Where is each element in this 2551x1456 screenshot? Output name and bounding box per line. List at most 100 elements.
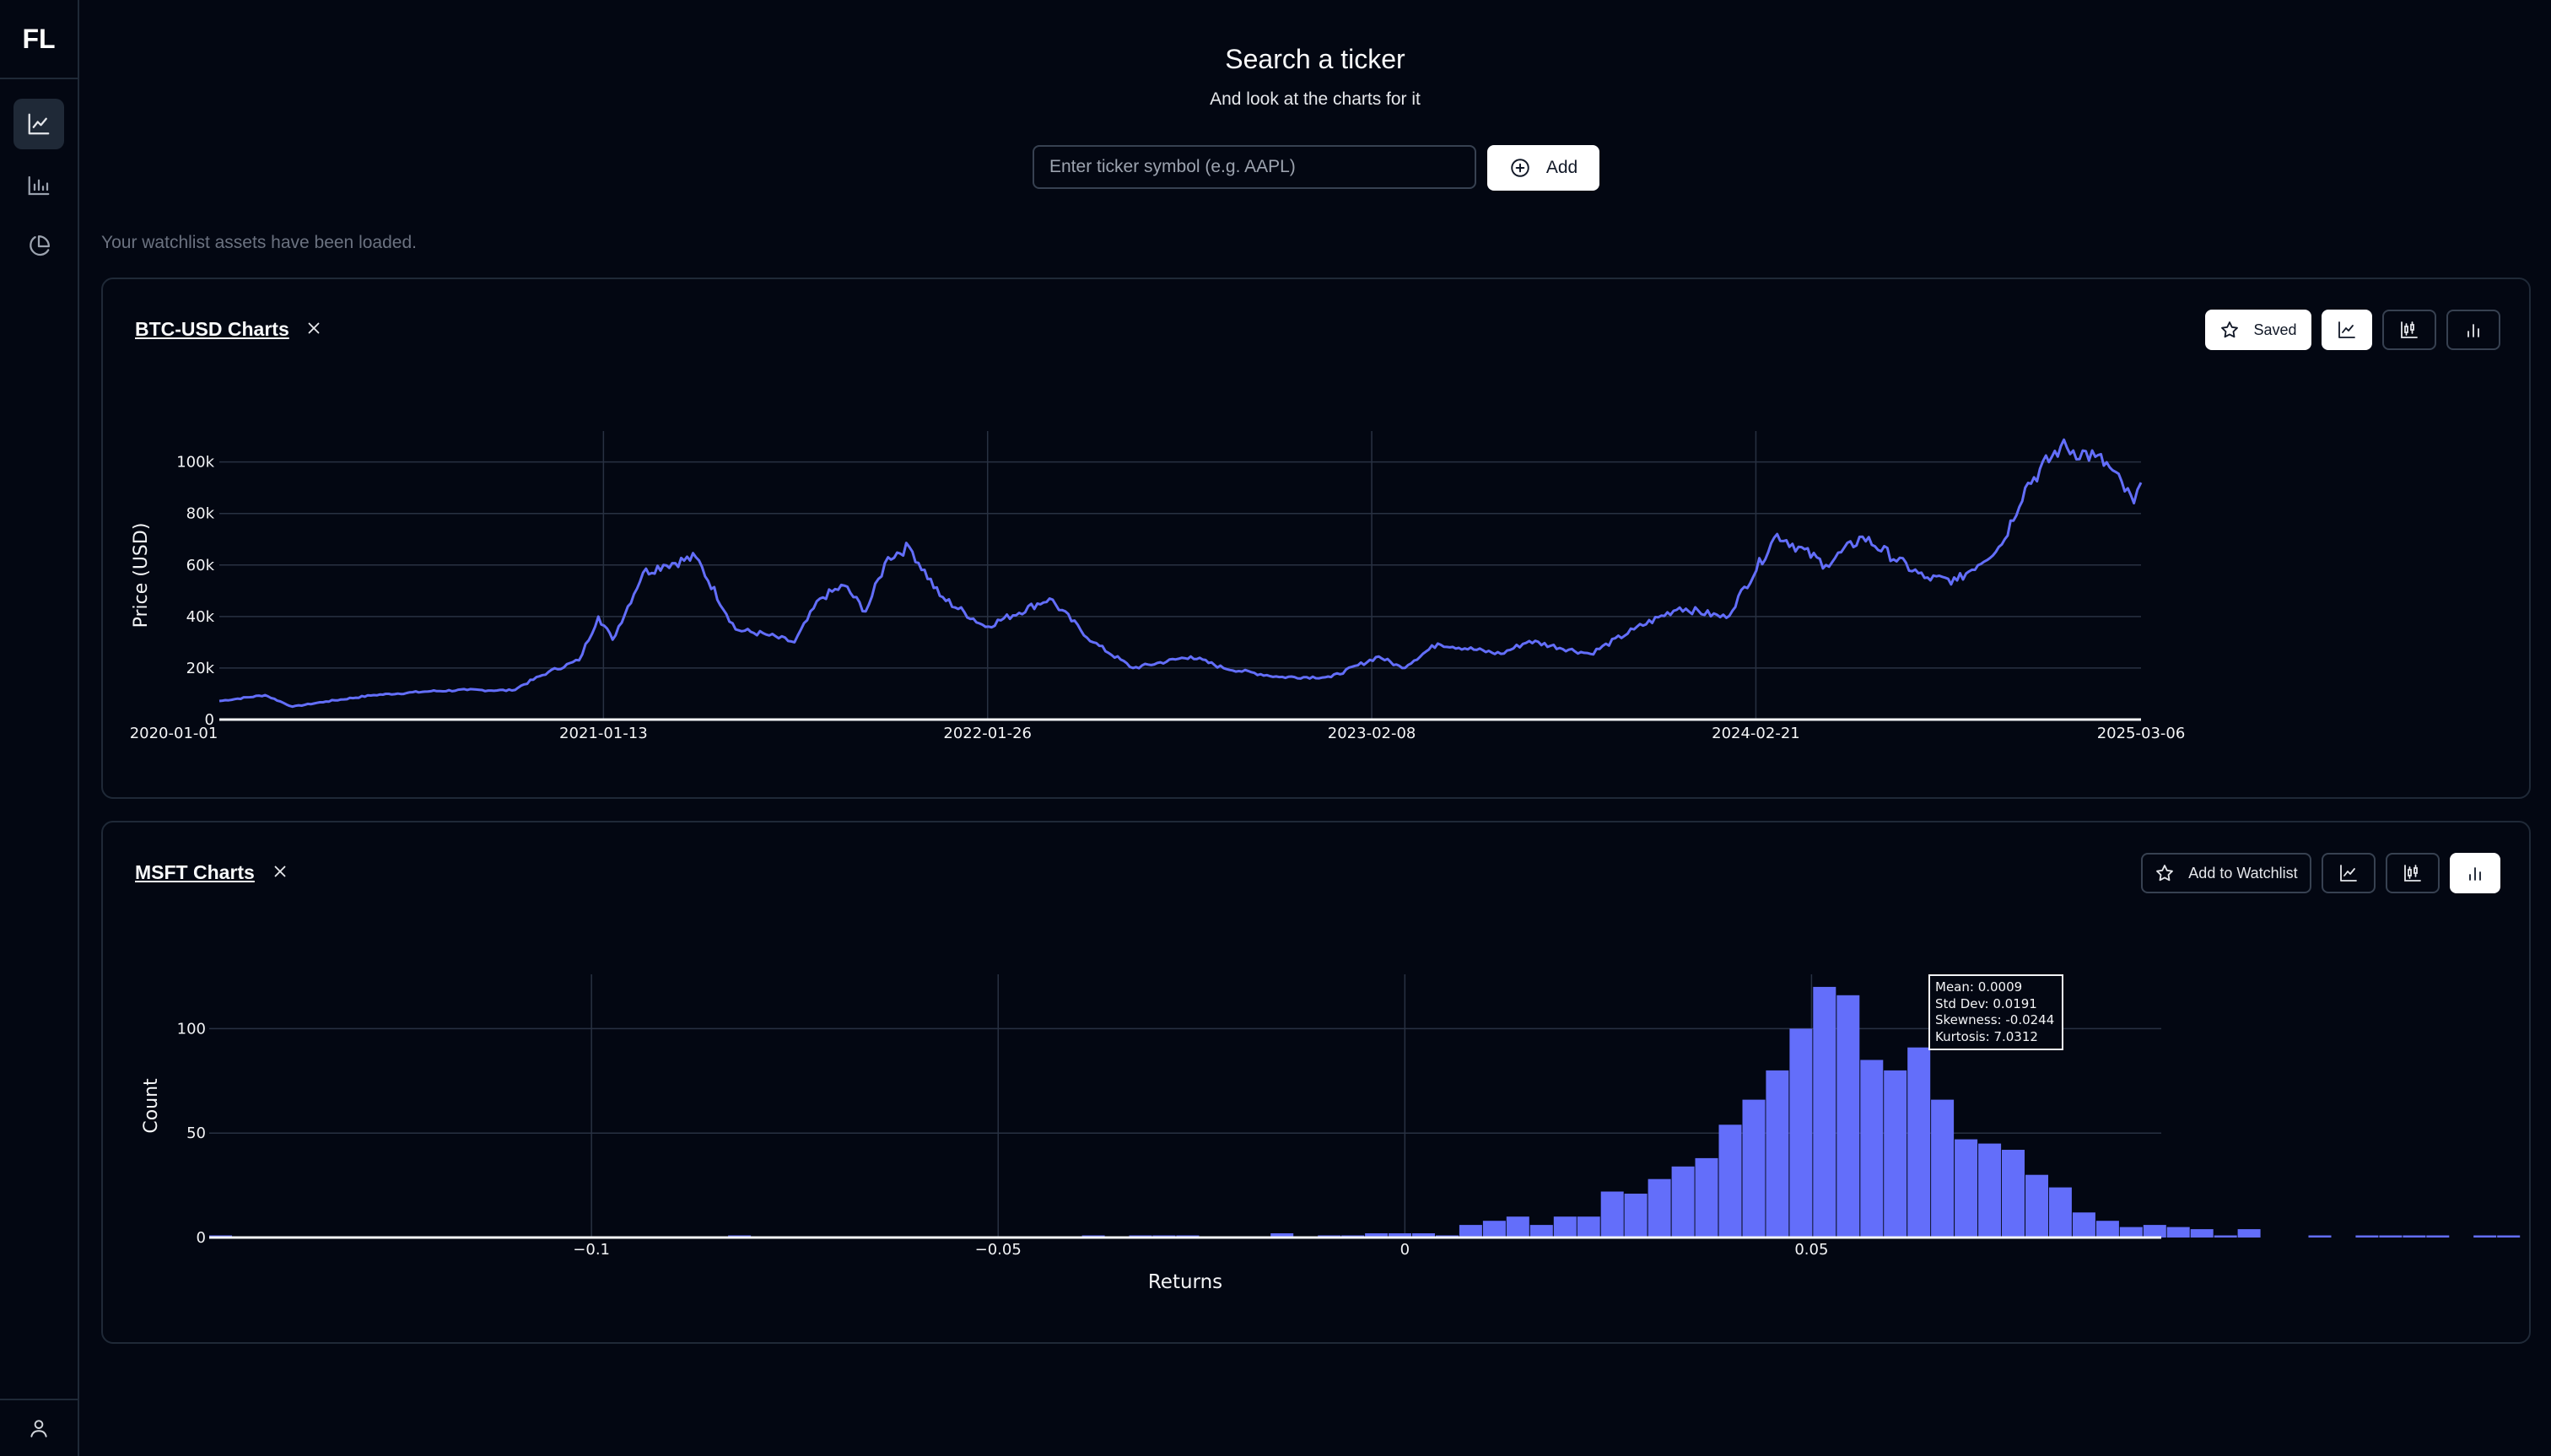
histogram-bar <box>1884 1070 1907 1238</box>
line-chart-icon <box>2340 865 2357 882</box>
candlestick-chart-icon <box>2404 865 2421 882</box>
user-profile-button[interactable] <box>0 1399 78 1456</box>
histogram-bar <box>1648 1178 1671 1238</box>
candlestick-view-button[interactable] <box>2386 853 2440 893</box>
btc-price-line-chart[interactable]: 2020-01-01 2021-01-13 2022-01-26 2023-02-08… <box>103 279 2529 797</box>
stat-mean: Mean: 0.0009 <box>1935 979 2023 995</box>
histogram-bar <box>1529 1225 1553 1238</box>
y-tick-label: 50 <box>186 1124 206 1142</box>
histogram-bar <box>1789 1028 1813 1238</box>
add-to-watchlist-button[interactable]: Add to Watchlist <box>2141 853 2311 893</box>
stat-kurtosis: Kurtosis: 7.0312 <box>1935 1028 2038 1044</box>
y-tick-label: 60k <box>186 557 215 574</box>
histogram-bar <box>2143 1225 2166 1238</box>
x-tick-label: 2025-03-06 <box>2097 725 2186 742</box>
histogram-view-button[interactable] <box>2446 310 2500 350</box>
remove-card-button[interactable] <box>268 860 292 883</box>
card-title[interactable]: BTC-USD Charts <box>135 318 289 340</box>
user-icon <box>30 1420 47 1437</box>
histogram-bar <box>1600 1191 1624 1238</box>
histogram-bars <box>209 986 2521 1238</box>
histogram-bar <box>1553 1216 1577 1238</box>
histogram-bar <box>1270 1233 1294 1238</box>
y-axis-title: Count <box>141 1078 162 1134</box>
star-icon <box>2156 865 2174 882</box>
x-tick-label: 2020-01-01 <box>130 725 218 742</box>
bar-chart-icon <box>2467 324 2479 337</box>
histogram-bar <box>1624 1194 1648 1238</box>
y-tick-label: 20k <box>186 660 215 677</box>
histogram-bar <box>1365 1233 1389 1238</box>
stat-std-dev: Std Dev: 0.0191 <box>1935 995 2037 1011</box>
y-tick-label: 40k <box>186 608 215 626</box>
histogram-bar <box>2214 1235 2237 1238</box>
watchlist-saved-button[interactable]: Saved <box>2205 310 2311 350</box>
stats-annotation: Mean: 0.0009 Std Dev: 0.0191 Skewness: -… <box>1928 974 2063 1050</box>
bar-chart-icon <box>28 175 50 196</box>
bar-chart-icon <box>2469 867 2481 881</box>
status-message: Your watchlist assets have been loaded. <box>101 233 417 252</box>
histogram-bar <box>2403 1235 2426 1238</box>
close-icon <box>274 866 286 877</box>
histogram-bar <box>2072 1212 2095 1238</box>
line-chart-nav-button[interactable] <box>13 99 64 149</box>
msft-returns-histogram[interactable]: −0.1 −0.05 0 0.05 0 50 100 Returns Count <box>103 822 2529 1342</box>
add-button-label: Add <box>1545 158 1578 177</box>
histogram-bar <box>2426 1235 2450 1238</box>
y-axis-title: Price (USD) <box>131 523 152 628</box>
ticker-search-input[interactable] <box>1033 145 1476 189</box>
histogram-bar <box>1671 1166 1695 1238</box>
x-tick-label: 0 <box>1400 1241 1410 1259</box>
histogram-bar <box>2473 1235 2497 1238</box>
stat-skewness: Skewness: -0.0244 <box>1935 1012 2055 1027</box>
card-title[interactable]: MSFT Charts <box>135 861 255 883</box>
y-tick-label: 0 <box>205 711 214 729</box>
x-tick-label: 2021-01-13 <box>559 725 648 742</box>
remove-card-button[interactable] <box>302 316 326 340</box>
y-tick-label: 100 <box>177 1020 206 1038</box>
histogram-bar <box>2379 1235 2403 1238</box>
line-chart-icon <box>2338 321 2355 338</box>
histogram-bar <box>2497 1235 2521 1238</box>
histogram-bar <box>2025 1174 2048 1238</box>
histogram-bar <box>1718 1124 1742 1238</box>
histogram-bar <box>2095 1221 2119 1238</box>
x-tick-label: 2023-02-08 <box>1328 725 1416 742</box>
y-tick-label: 80k <box>186 505 215 523</box>
btc-price-series-line <box>218 438 2143 709</box>
histogram-bar <box>1459 1225 1482 1238</box>
histogram-bar <box>2190 1229 2214 1238</box>
histogram-bar <box>1978 1143 2002 1238</box>
histogram-bar <box>2002 1150 2025 1238</box>
add-ticker-button[interactable]: Add <box>1487 145 1599 191</box>
line-view-button[interactable] <box>2322 853 2376 893</box>
btc-chart-card: BTC-USD Charts Saved 2020-01-01 2021-01-1… <box>101 278 2531 799</box>
histogram-bar <box>1766 1070 1789 1238</box>
histogram-bar <box>1482 1221 1506 1238</box>
bar-chart-nav-button[interactable] <box>13 160 64 211</box>
histogram-bar <box>1860 1060 1884 1238</box>
y-tick-label: 100k <box>176 454 214 472</box>
histogram-bar <box>1955 1139 1978 1238</box>
line-chart-icon <box>28 113 50 135</box>
pie-chart-nav-button[interactable] <box>13 221 64 272</box>
pie-chart-icon <box>30 235 50 256</box>
page-title: Search a ticker <box>1225 44 1405 74</box>
chart-gridlines <box>219 431 2141 720</box>
histogram-bar <box>2308 1235 2332 1238</box>
x-tick-label: −0.05 <box>975 1241 1022 1259</box>
histogram-bar <box>1836 995 1860 1238</box>
msft-chart-card: MSFT Charts Add to Watchlist −0.1 −0.05 0 0… <box>101 821 2531 1344</box>
line-view-button[interactable] <box>2322 310 2372 350</box>
histogram-view-button[interactable] <box>2450 853 2500 893</box>
watchlist-button-label: Add to Watchlist <box>2188 864 2298 882</box>
app-logo[interactable]: FL <box>0 0 78 79</box>
histogram-bar <box>1813 986 1836 1238</box>
candlestick-view-button[interactable] <box>2382 310 2436 350</box>
candlestick-chart-icon <box>2401 321 2418 338</box>
histogram-bar <box>2237 1229 2261 1238</box>
sidebar: FL <box>0 0 79 1456</box>
plus-circle-icon <box>1511 159 1529 177</box>
histogram-bar <box>2048 1187 2072 1238</box>
histogram-bar <box>1577 1216 1600 1238</box>
